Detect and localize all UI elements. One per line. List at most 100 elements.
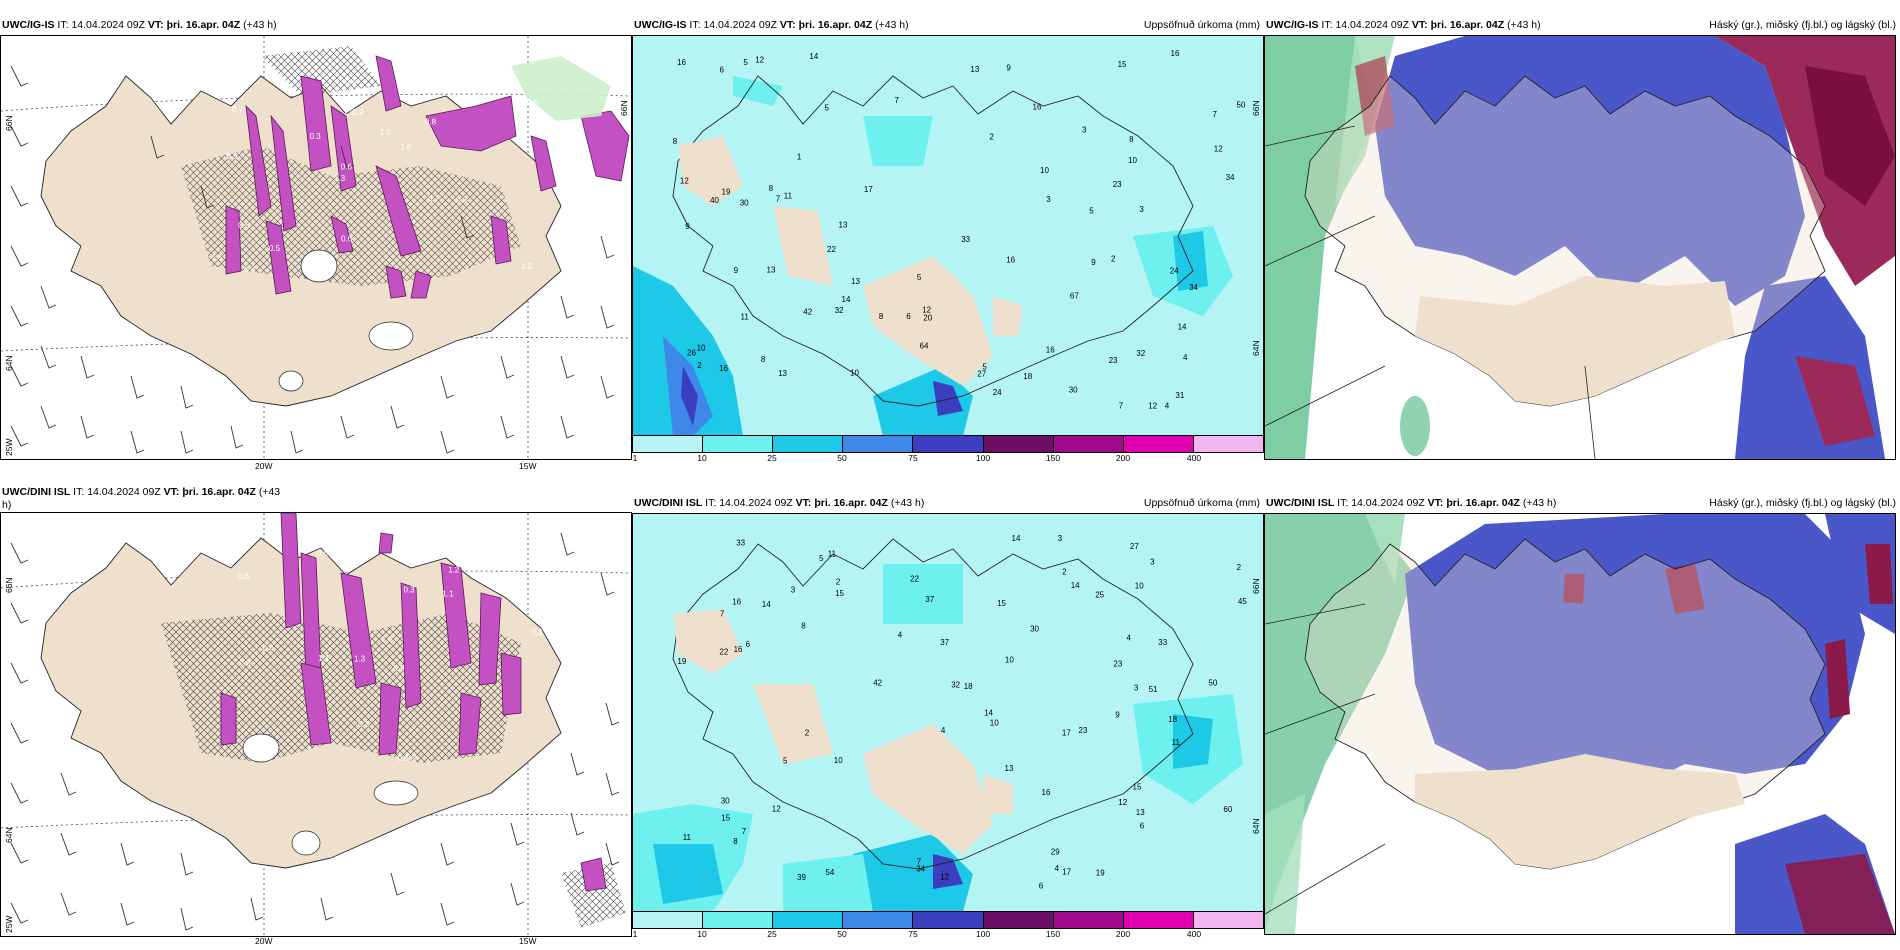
lat-label-64n: 64N [1251,340,1261,356]
map-value-label: 6 [1140,822,1145,831]
colorbar-labels: 1 10 25 50 75 100 150 200 400 [632,453,1264,465]
map-value-label: 42 [803,307,812,316]
panel-header: UWC/DINI ISL IT: 14.04.2024 09Z VT: þri.… [1264,493,1900,513]
map-value-label: 0.6 [341,235,353,244]
map-value-label: 40 [710,196,719,205]
lon-label-25w: 25W [4,915,14,933]
panel-field-title: Uppsöfnuð úrkoma (mm) [1143,19,1260,31]
map-value-label: 7 [776,195,781,204]
panel-header: UWC/IG-IS IT: 14.04.2024 09Z VT: þri. 16… [1264,15,1900,35]
map-value-label: 18 [1023,372,1032,381]
map-value-label: 0.9 [353,108,365,117]
map-value-label: 32 [1136,349,1145,358]
map-value-label: 0.4 [263,644,275,653]
map-value-label: 32 [951,681,960,690]
map-value-label: 31 [1175,391,1184,400]
map-value-label: 13 [839,221,848,230]
map-value-label: 0.7 [232,106,244,115]
map-value-label: 9 [734,266,739,275]
lat-label-66n: 66N [1251,578,1261,594]
map-value-label: 0.2 [358,720,370,729]
map-value-label: 7 [742,827,747,836]
colorbar-seg [913,912,984,928]
colorbar-labels: 1 10 25 50 75 100 150 200 400 [632,929,1264,941]
map-value-label: 12 [922,306,931,315]
panel-title: UWC/DINI ISL IT: 14.04.2024 09Z VT: þri.… [2,486,281,511]
map-value-label: 16 [1046,346,1055,355]
map-value-label: 0.4 [345,77,357,86]
map-value-label: 5 [982,363,987,372]
panel-header: UWC/IG-IS IT: 14.04.2024 09Z VT: þri. 16… [632,15,1264,35]
precip-map: 5 4 4 7 10 8 6 4 2 25 7 3 5 16 7 10 23 2 16 4 14 39 42 29 3 2 3 22 1… [632,513,1264,913]
map-value-label: 30 [721,796,730,805]
map-value-label: 11 [784,191,793,200]
lon-label-15w: 15W [519,936,537,946]
map-value-label: 9 [685,222,690,231]
colorbar-seg [1193,436,1263,452]
map-value-label: 0.6 [238,221,250,230]
map-value-label: 42 [873,678,882,687]
map-value-label: 25 [1095,591,1104,600]
map-value-label: 10 [850,368,859,377]
map-value-label: 64 [920,341,929,350]
map-value-label: 10 [1135,581,1144,590]
map-value-label: 13 [1005,764,1014,773]
lat-label-66n: 66N [4,115,14,131]
map-value-label: 13 [851,277,860,286]
panel-title: UWC/IG-IS IT: 14.04.2024 09Z VT: þri. 16… [2,19,277,31]
colorbar-seg [983,436,1054,452]
map-value-label: 0.9 [393,664,405,673]
map-value-label: 1.1 [212,253,224,262]
colorbar-seg [633,436,704,452]
map-value-label: 1.5 [380,128,392,137]
map-value-label: 14 [1012,534,1021,543]
map-value-label: 7 [1213,110,1218,119]
map-value-label: 1.1 [442,590,454,599]
panel-title: UWC/IG-IS IT: 14.04.2024 09Z VT: þri. 16… [634,19,909,31]
map-value-label: 1.0 [382,635,394,644]
panel-title: UWC/IG-IS IT: 14.04.2024 09Z VT: þri. 16… [1266,19,1541,31]
colorbar-label: 1 [632,929,638,939]
map-value-label: 0.7 [428,194,440,203]
map-value-label: 16 [1171,49,1180,58]
map-value-label: 32 [835,306,844,315]
lat-label-64n: 64N [4,355,14,371]
map-value-label: 30 [1069,386,1078,395]
map-value-label: 4 [941,726,946,735]
map-value-label: 0.5 [269,244,281,253]
colorbar-label: 150 [1045,453,1061,463]
map-value-label: 30 [740,199,749,208]
map-value-label: 12 [1118,798,1127,807]
map-value-label: 13 [778,369,787,378]
map-value-label: 33 [1158,638,1167,647]
map-value-label: 18 [964,682,973,691]
map-value-label: 1.3 [527,127,539,136]
map-value-label: 16 [1006,256,1015,265]
map-value-label: 19 [1096,868,1105,877]
map-value-label: 0.8 [527,98,539,107]
map-value-label: 2 [836,578,841,587]
map-value-label: 26 [687,349,696,358]
map-value-label: 0.6 [398,754,410,763]
map-value-label: 11 [828,550,837,559]
panel-header: UWC/DINI ISL IT: 14.04.2024 09Z VT: þri.… [0,486,632,512]
map-value-label: 51 [1149,685,1158,694]
map-value-label: 20 [923,313,932,322]
map-value-label: 29 [1051,848,1060,857]
colorbar-label: 400 [1186,453,1202,463]
map-value-label: 1.2 [448,566,460,575]
map-value-label: 14 [842,295,851,304]
map-value-label: 0.3 [456,196,468,205]
map-value-label: 3 [1082,125,1087,134]
map-value-label: 13 [1136,808,1145,817]
precip-map: 5 7 5 2 4 5 6 22 32 5 3 13 16 7 13 16 33 34 7 17 12 11 18 42 32 3… [632,35,1264,437]
map-value-label: 2 [1237,563,1242,572]
map-value-label: 3 [1058,534,1063,543]
map-value-label: 16 [1042,788,1051,797]
map-value-label: 3 [1150,558,1155,567]
map-value-label: 0.8 [472,542,484,551]
map-value-label: 12 [1148,402,1157,411]
map-value-label: 1.2 [521,262,533,271]
map-value-label: 1.0 [560,145,572,154]
map-value-label: 39 [797,873,806,882]
